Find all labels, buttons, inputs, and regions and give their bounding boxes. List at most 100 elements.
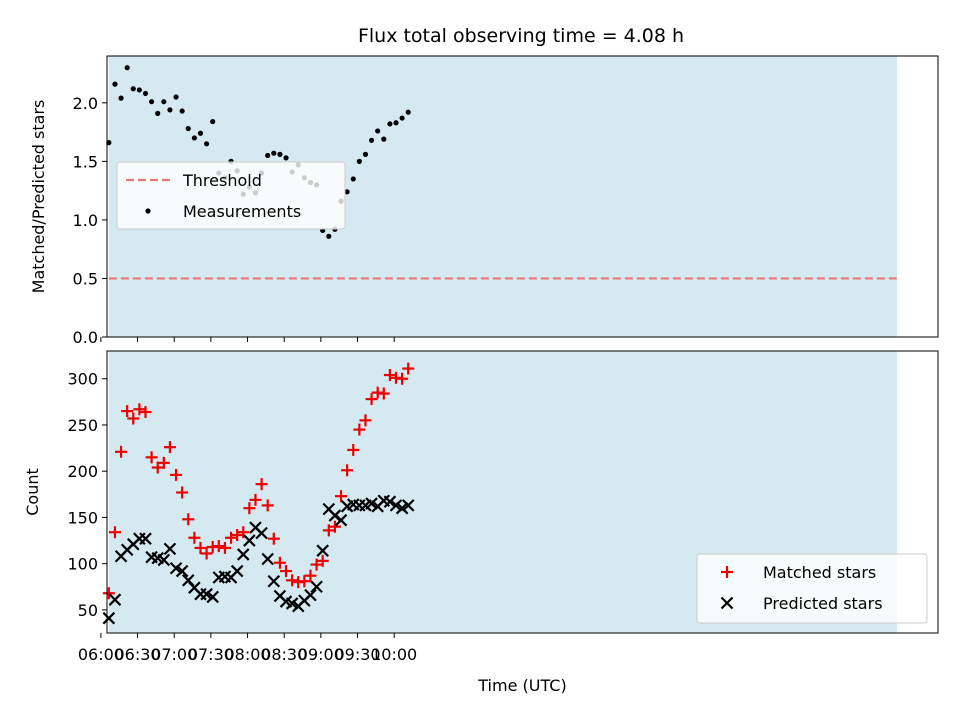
bottom-y-axis-label: Count (23, 468, 42, 516)
measurement-point (142, 90, 149, 97)
x-tick-label: 09:00 (298, 645, 344, 664)
measurement-point (344, 189, 350, 195)
matched-star-point (396, 372, 409, 385)
bottom-y-ticks: 50 100 150 200 250 300 (67, 370, 107, 620)
predicted-star-point (108, 593, 122, 606)
predicted-star-point (316, 544, 329, 557)
x-axis-label: Time (UTC) (477, 676, 566, 695)
legend-matched-swatch (721, 566, 733, 578)
matched-star-point (121, 405, 134, 418)
bottom-legend-box (696, 553, 928, 624)
top-legend-box (116, 161, 346, 230)
legend-predicted-label: Predicted stars (763, 594, 883, 613)
measurement-point (375, 128, 381, 134)
matched-star-point (322, 524, 335, 537)
legend-plus-marker (721, 566, 733, 578)
legend-matched-label: Matched stars (763, 563, 876, 582)
measurement-point (124, 65, 130, 71)
measurement-point (149, 99, 155, 105)
matched-star-point (108, 526, 121, 539)
top-axes-frame (106, 55, 939, 338)
x-tick-label: 06:00 (78, 645, 124, 664)
measurement-point (203, 141, 210, 147)
measurement-point (179, 108, 185, 114)
bottom-axes-frame (106, 350, 939, 634)
matched-star-point (347, 443, 360, 456)
matched-star-point (341, 464, 354, 477)
measurement-point (271, 150, 277, 156)
x-tick-label: 08:00 (224, 645, 270, 664)
measurement-point (368, 137, 375, 143)
measurement-point (155, 110, 161, 116)
measurement-point (350, 176, 356, 182)
matched-star-point (231, 528, 244, 541)
y-tick-label: 300 (67, 370, 98, 389)
top-y-ticks: 0.0 0.5 1.0 1.5 2.0 (73, 94, 107, 347)
matched-star-point (261, 499, 274, 512)
measurement-point (112, 81, 118, 87)
measurement-point (130, 86, 136, 92)
y-tick-label: 1.5 (73, 152, 98, 171)
measurement-point (191, 135, 197, 141)
matched-star-point (151, 461, 164, 474)
x-tick-label: 06:30 (114, 645, 160, 664)
predicted-star-point (175, 564, 189, 578)
bottom-legend: Matched stars Predicted stars (696, 553, 928, 624)
legend-threshold-label: Threshold (182, 171, 262, 190)
measurement-point (210, 118, 216, 125)
measurement-point (161, 99, 167, 105)
y-tick-label: 200 (67, 462, 98, 481)
matched-star-point (273, 556, 286, 569)
y-tick-label: 50 (78, 601, 98, 620)
x-tick-label: 07:00 (151, 645, 197, 664)
predicted-star-point (261, 552, 274, 566)
predicted-star-point (243, 534, 256, 547)
measurement-point (387, 121, 393, 127)
x-tick-label: 10:00 (371, 645, 417, 664)
matched-star-point (127, 412, 140, 425)
measurement-point (362, 151, 369, 157)
measurement-point (106, 140, 112, 146)
legend-cross-marker (720, 596, 734, 610)
top-legend: Threshold Measurements (116, 161, 346, 230)
top-y-axis-label: Matched/Predicted stars (29, 100, 48, 294)
matched-star-point (304, 569, 317, 582)
predicted-star-point (267, 574, 281, 588)
matched-star-point (377, 387, 390, 400)
y-tick-label: 0.5 (73, 269, 98, 288)
matched-star-point (365, 393, 378, 406)
matched-star-point (115, 445, 128, 458)
predicted-star-point (255, 526, 268, 540)
matched-star-point (335, 490, 348, 503)
y-tick-label: 100 (67, 555, 98, 574)
matched-star-point (383, 369, 396, 382)
predicted-star-point (163, 542, 177, 556)
matched-star-point (328, 520, 341, 533)
measurement-point (173, 94, 179, 100)
predicted-star-point (236, 548, 250, 561)
y-tick-label: 1.0 (73, 211, 98, 230)
legend-measurements-label: Measurements (183, 202, 301, 221)
matched-star-point (163, 441, 176, 454)
measurement-point (118, 95, 124, 101)
top-x-ticks (100, 337, 395, 342)
y-tick-label: 250 (67, 416, 98, 435)
ratio-panel: 0.00.51.01.52.0 Matched/Predicted stars … (29, 55, 939, 347)
predicted-star-point (206, 590, 219, 604)
legend-predicted-swatch (720, 596, 734, 610)
y-tick-label: 0.0 (73, 328, 98, 347)
measurement-point (265, 152, 271, 159)
matched-star-point (218, 541, 231, 554)
matched-star-point (188, 531, 201, 544)
measurement-point (381, 136, 387, 142)
matched-star-point (310, 558, 323, 571)
matched-star-point (225, 531, 238, 544)
measurement-point (167, 107, 173, 113)
predicted-star-point (304, 588, 317, 602)
matched-star-point (139, 406, 152, 419)
matched-star-point (170, 468, 183, 481)
count-points (102, 362, 415, 625)
x-tick-label: 07:30 (188, 645, 234, 664)
measurement-point (393, 120, 399, 126)
